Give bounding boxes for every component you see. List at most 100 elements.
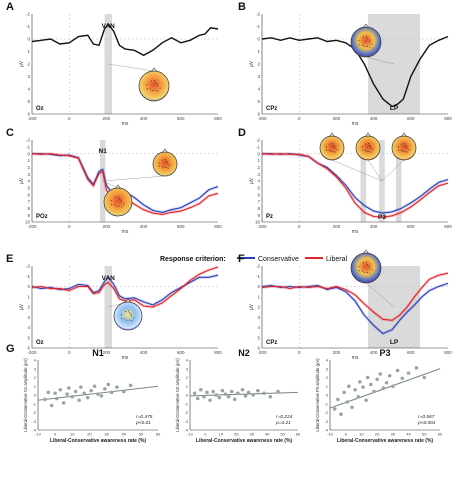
- topomap-electrode: [406, 151, 408, 153]
- x-tick-label: 800: [214, 350, 222, 355]
- topomap-electrode: [371, 269, 373, 271]
- x-tick-label: 50: [422, 432, 427, 437]
- x-tick-label: 60: [156, 432, 161, 437]
- topomap-electrode: [169, 165, 171, 167]
- x-tick-label: 0: [54, 432, 57, 437]
- y-tick-label: 1: [27, 294, 30, 299]
- y-axis-label: µV: [19, 177, 25, 184]
- scatter-point: [358, 380, 362, 384]
- topomap-connector: [381, 159, 405, 182]
- y-tick-label: 0: [257, 284, 260, 289]
- panel-letter-c: C: [6, 127, 14, 139]
- topomap-electrode: [371, 43, 373, 45]
- topomap-electrode: [367, 264, 369, 266]
- scatter-point: [268, 394, 273, 399]
- x-tick-label: 200: [103, 224, 111, 229]
- topomap-electrode: [111, 204, 113, 206]
- y-tick-label: 2: [27, 165, 30, 170]
- x-tick-label: 0: [298, 350, 301, 355]
- topomap-electrode: [118, 198, 120, 200]
- panel-letter-f: F: [238, 253, 245, 265]
- topomap-connector: [331, 159, 383, 182]
- x-tick-label: -10: [327, 432, 334, 437]
- y-tick-label: -1: [32, 401, 36, 406]
- series-line-grand-average: [261, 35, 449, 108]
- topomap-electrode: [362, 270, 364, 272]
- y-tick-label: 1: [186, 384, 189, 389]
- x-tick-label: -10: [187, 432, 194, 437]
- topomap-electrode: [121, 206, 123, 208]
- scatter-point: [220, 388, 225, 393]
- topomap-electrode: [358, 266, 360, 268]
- topomap-electrode: [408, 149, 410, 151]
- x-tick-label: 600: [407, 224, 415, 229]
- scatter-point: [400, 376, 405, 381]
- scatter-point: [65, 392, 69, 396]
- scatter-point: [73, 389, 78, 394]
- x-tick-label: 0: [345, 432, 348, 437]
- y-axis-label: Liberal-Conservative P3 amplitude (µV): [315, 358, 320, 432]
- y-tick-label: 4: [27, 325, 30, 330]
- y-tick-label: -2: [256, 138, 260, 143]
- y-tick-label: 4: [257, 325, 260, 330]
- topomap-electrode: [400, 150, 402, 152]
- scatter-point: [232, 397, 237, 402]
- scatter-point: [395, 368, 400, 373]
- topomap-electrode: [404, 151, 406, 153]
- stat-r: r=0.567: [418, 414, 435, 420]
- scatter-point: [375, 377, 379, 382]
- y-tick-label: 2: [186, 375, 189, 380]
- series-line-grand-average: [31, 22, 219, 57]
- topomap-electrode: [165, 160, 167, 162]
- scatter-point: [211, 389, 215, 394]
- series-error-band: [261, 152, 449, 219]
- topomap-head: [350, 26, 382, 58]
- x-tick-label: 600: [177, 116, 185, 121]
- component-label: LP: [390, 105, 399, 112]
- x-tick-label: -200: [257, 350, 267, 355]
- topomap-electrode: [130, 313, 132, 315]
- stat-p: p<0.001: [417, 420, 436, 426]
- x-axis-label: Liberal-Conservative awareness rate (%): [337, 438, 433, 444]
- scatter-point: [205, 390, 209, 395]
- x-tick-label: 200: [333, 116, 341, 121]
- scatter-point: [106, 382, 111, 387]
- topomap-electrode: [131, 315, 132, 317]
- y-tick-label: 10: [255, 220, 261, 225]
- topomap-electrode: [366, 45, 368, 47]
- scatter-point: [79, 385, 83, 389]
- y-tick-label: 7: [27, 199, 30, 204]
- scatter-point: [422, 375, 427, 380]
- topomap-electrode: [131, 320, 133, 322]
- y-tick-label: 0: [257, 37, 260, 42]
- topomap-electrode: [368, 144, 370, 146]
- topomap-electrode: [152, 89, 154, 91]
- scatter-point: [43, 397, 47, 402]
- topomap-electrode: [162, 159, 164, 161]
- y-tick-label: 4: [257, 179, 260, 184]
- topomap-electrode: [370, 147, 372, 149]
- scatter-point: [46, 390, 51, 395]
- y-tick-label: 9: [257, 213, 260, 218]
- topomap-connector: [365, 56, 395, 65]
- y-tick-label: 1: [27, 158, 30, 163]
- topomap-electrode: [366, 271, 368, 273]
- topomap-electrode: [370, 151, 372, 153]
- y-tick-label: 5: [27, 99, 30, 104]
- legend: Response criterion: Conservative Liberal: [160, 256, 347, 263]
- scatter-title: P3: [379, 348, 390, 358]
- topomap-c-1: [103, 184, 133, 217]
- y-tick-label: 7: [257, 199, 260, 204]
- y-tick-label: -4: [32, 428, 36, 433]
- topomap-electrode: [362, 44, 364, 46]
- y-tick-label: 5: [27, 335, 30, 340]
- scatter-point: [365, 375, 370, 380]
- y-tick-label: 0: [34, 393, 37, 398]
- scatter-point: [96, 392, 100, 396]
- scatter-point: [70, 394, 75, 399]
- y-tick-label: 4: [27, 87, 30, 92]
- topomap-electrode: [362, 262, 364, 264]
- y-tick-label: 4: [257, 87, 260, 92]
